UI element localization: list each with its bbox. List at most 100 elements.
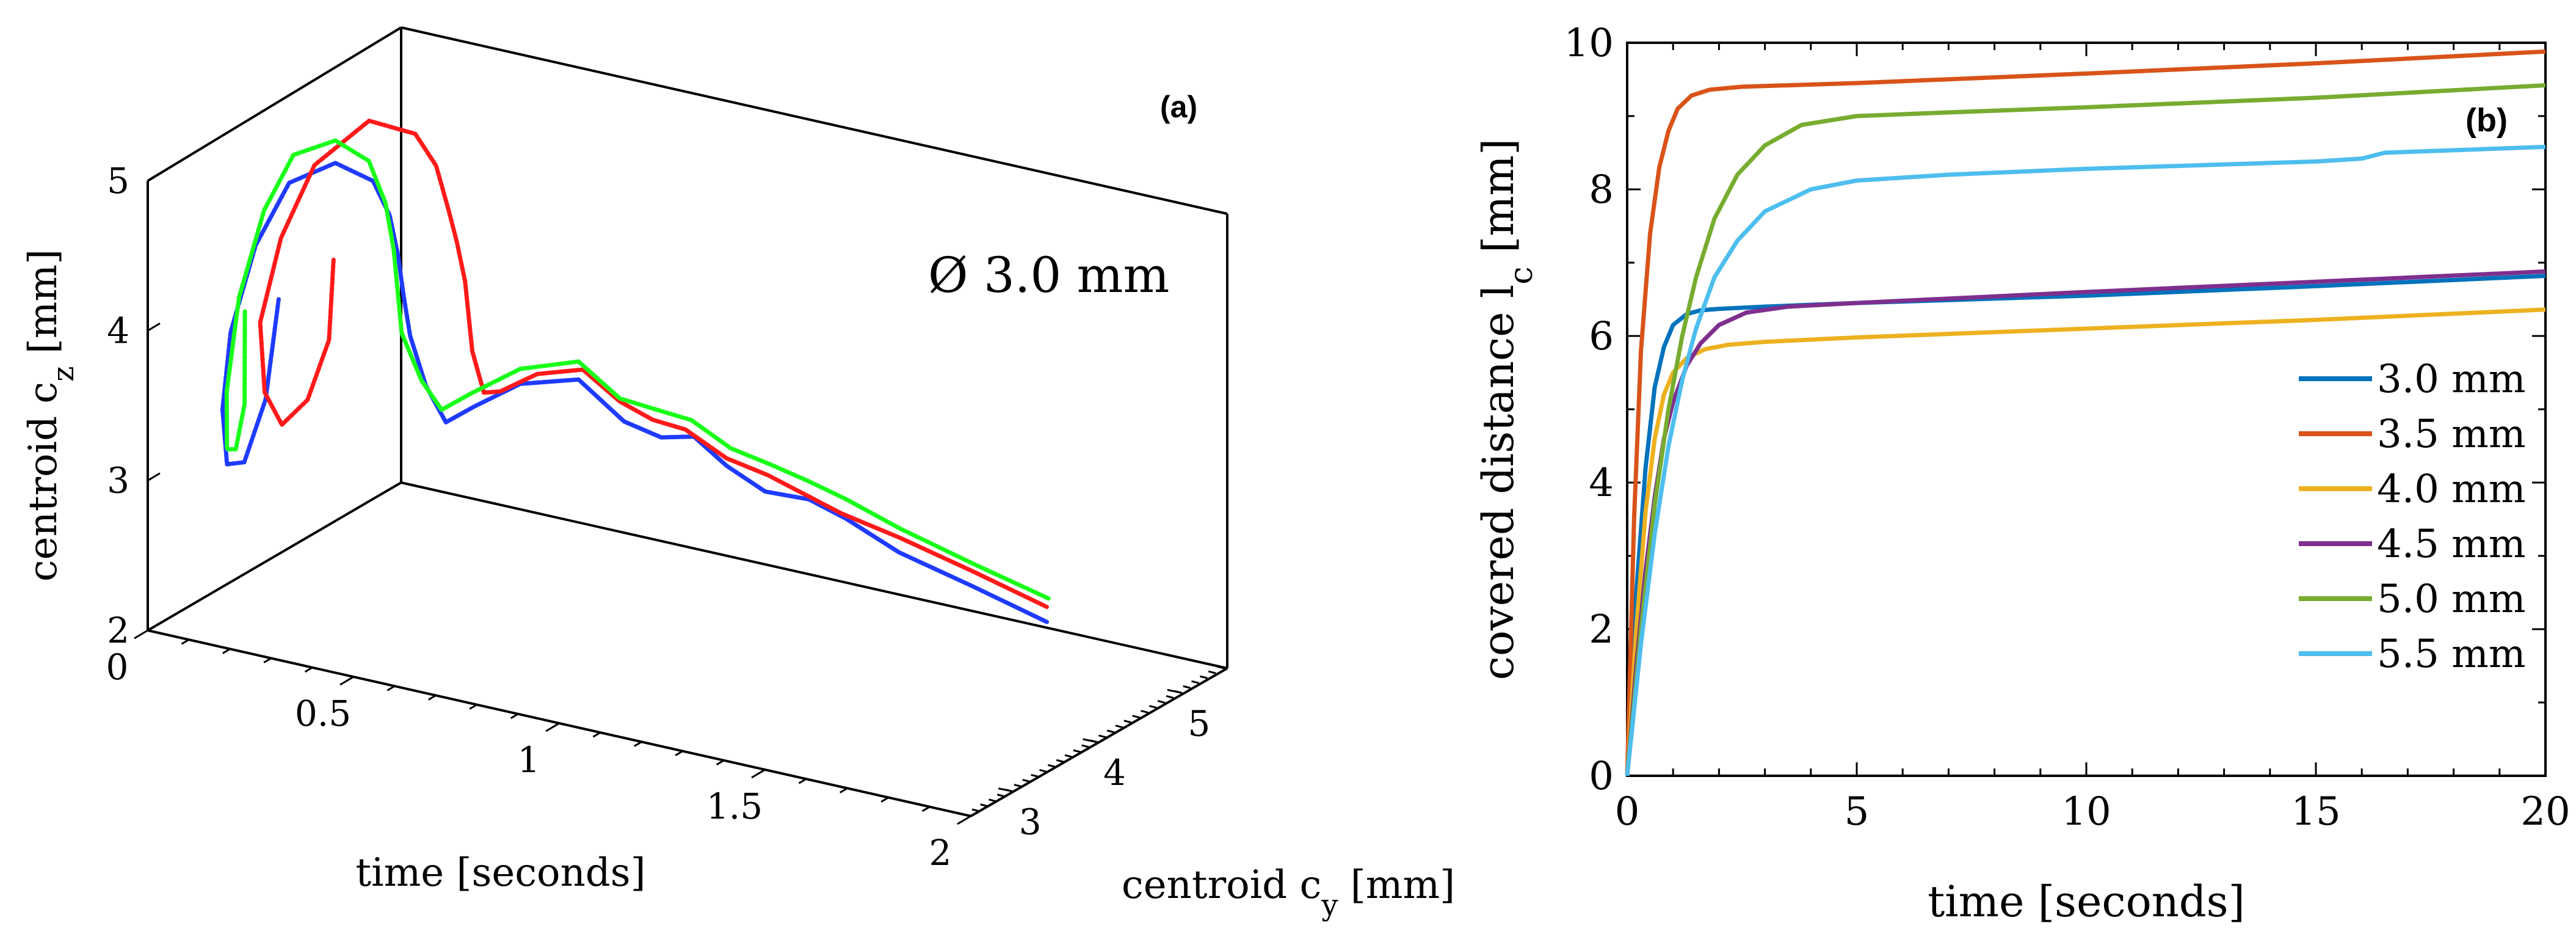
panel-a-y-minor-tick [1115,724,1123,729]
panel-a-series-blue-loop [220,161,413,467]
panel-b-y-tick-label: 4 [1589,461,1614,506]
panel-b-y-tick-label: 2 [1589,607,1614,652]
panel-a-y-tick-label: 4 [1103,752,1126,794]
panel-a-x-minor-tick [428,695,437,701]
panel-a-y-minor-tick [1022,779,1031,783]
panel-a-y-minor-tick [1166,695,1174,699]
panel-a-series-blue [408,334,1049,624]
panel-b-legend-label: 5.5 mm [2377,632,2526,677]
panel-a-y-minor-tick [1141,710,1148,714]
panel-a-x-minor-tick [551,722,560,729]
panel-a-y-minor-tick [1064,754,1073,758]
panel-b-legend-label: 5.0 mm [2377,577,2526,622]
panel-a-z-tick-label: 3 [107,460,129,502]
panel-a-y-minor-tick [1132,715,1141,719]
panel-a-x-tick-label: 1 [518,739,540,781]
panel-b-y-tick-label: 8 [1589,167,1614,213]
panel-b-x-tick-label: 0 [1615,789,1640,834]
panel-b-x-tick-label: 20 [2520,789,2570,834]
panel-a-x-minor-tick [263,657,272,663]
panel-a-y-minor-tick [980,803,989,808]
panel-a-y-minor-tick [1191,680,1199,684]
panel-a-x-minor-tick [840,787,848,794]
panel-a-x-minor-tick [921,806,931,812]
panel-b-legend-label: 4.5 mm [2377,522,2526,567]
panel-a-box-edge [147,26,402,182]
panel-a-z-tick [147,472,161,481]
panel-b-tick-marks [1626,42,2547,777]
panel-a-x-axis-label: time [seconds] [355,850,645,896]
panel-a-y-minor-tick [1081,744,1090,748]
panel-b-y-tick-label: 0 [1589,754,1614,799]
panel-a-y-axis-label: centroid cy [mm] [1122,863,1455,922]
panel-b-legend-label: 3.0 mm [2377,357,2526,402]
panel-a-tick-labels: 0 0.5 1 1.5 2 3 4 5 2 3 4 5 [106,160,1211,874]
panel-a-x-minor-tick [634,741,642,747]
panel-a-z-tick [147,622,161,632]
panel-a-y-minor-tick [1157,700,1166,704]
panel-a-tick-marks [134,172,1225,825]
panel-b-y-tick-label: 10 [1564,21,1614,66]
panel-a-x-tick-label: 0.5 [295,693,351,734]
panel-a-series-green-loop [224,138,404,451]
panel-a-box-edge [401,481,1228,670]
panel-a-y-minor-tick [1148,705,1157,709]
panel-b-x-axis-label: time [seconds] [1928,877,2245,927]
panel-a-box-edge [970,667,1228,817]
panel-a-y-minor-tick [1106,729,1115,734]
panel-a-y-minor-tick [996,794,1005,798]
panel-a-y-minor-tick [1208,670,1216,674]
panel-a-x-minor-tick [757,768,766,775]
panel-a-y-minor-tick [989,798,996,803]
panel-a-x-minor-tick [798,778,807,784]
panel-a-series-red [463,279,1049,609]
panel-a-tag: (a) [1160,90,1197,124]
panel-a-x-tick-label: 1.5 [706,786,763,827]
panel-b: 0 5 10 15 20 0 2 4 6 8 10 (b) 3.0 mm 3.5 mm 4.0 mm 4.… [1473,21,2571,927]
panel-a-y-minor-tick [1005,789,1014,793]
panel-a-y-minor-tick [1014,784,1022,788]
panel-a-series-green [399,330,1051,601]
panel-a-z-tick-label: 2 [107,610,129,651]
panel-a-y-minor-tick [1174,690,1183,694]
panel-a-x-tick-label: 2 [929,832,952,874]
panel-a-y-minor-tick [1098,734,1106,739]
panel-b-y-axis-label: covered distance lc [mm] [1473,139,1540,680]
panel-a-y-tick-label: 3 [1019,801,1042,843]
panel-a-x-tick [134,629,148,640]
panel-b-legend: 3.0 mm 3.5 mm 4.0 mm 4.5 mm 5.0 mm 5.5 mm [2299,357,2526,677]
panel-a-x-minor-tick [510,713,519,720]
panel-a-y-minor-tick [1047,764,1056,768]
panel-a-x-tick [957,815,971,825]
panel-a-z-tick-label: 5 [107,160,129,202]
panel-b-series-line [1625,49,2546,776]
panel-b-y-tick-label: 6 [1589,314,1614,359]
panel-a-y-tick-label: 5 [1188,702,1210,744]
panel-b-x-tick-label: 10 [2061,789,2111,834]
panel-a-x-minor-tick [304,666,313,673]
panel-a-y-minor-tick [1090,739,1098,743]
panel-a-axes-box [147,26,1228,817]
panel-a-y-minor-tick [1199,675,1208,679]
panel-a-x-minor-tick [592,731,601,738]
panel-b-series-line [1625,83,2546,776]
panel-a-curves [220,119,1051,624]
panel-b-series-line [1625,144,2546,776]
panel-a-z-tick [147,323,161,332]
panel-a-y-minor-tick [1073,749,1081,753]
panel-a-x-minor-tick [386,685,396,691]
panel-a-box-edge [401,26,1228,215]
panel-b-tick-labels: 0 5 10 15 20 0 2 4 6 8 10 [1564,21,2571,834]
panel-a-box-edge [147,481,402,632]
panel-a-y-minor-tick [1056,759,1064,763]
panel-a-z-tick-label: 4 [107,310,129,351]
panel-a-x-tick-label: 0 [106,646,129,688]
panel-a-y-minor-tick [1039,768,1047,773]
panel-a-y-minor-tick [1031,774,1039,778]
panel-a-y-minor-tick [1123,720,1132,724]
panel-b-tag: (b) [2465,102,2508,139]
panel-a-x-minor-tick [675,750,683,756]
panel-b-legend-label: 4.0 mm [2377,467,2526,512]
